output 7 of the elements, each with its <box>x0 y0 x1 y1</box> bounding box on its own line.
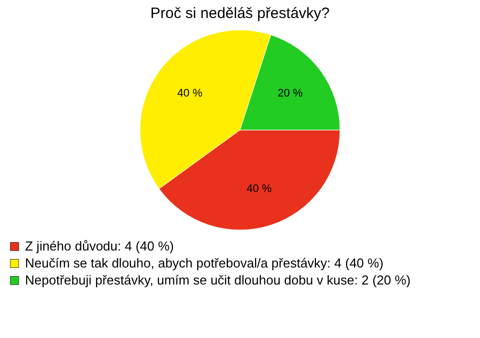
data-label: 40 % <box>177 88 203 100</box>
data-label: 40 % <box>246 182 272 195</box>
data-label: 20 % <box>278 88 303 100</box>
legend-label: Nepotřebuji přestávky, umím se učit dlouhou dobu v kuse: 2 (20 %) <box>25 272 411 288</box>
chart-title: Proč si neděláš přestávky? <box>150 5 330 22</box>
legend-label: Z jiného důvodu: 4 (40 %) <box>25 238 174 254</box>
legend-label: Neučím se tak dlouho, abych potřeboval/a přestávky: 4 (40 %) <box>25 256 384 270</box>
